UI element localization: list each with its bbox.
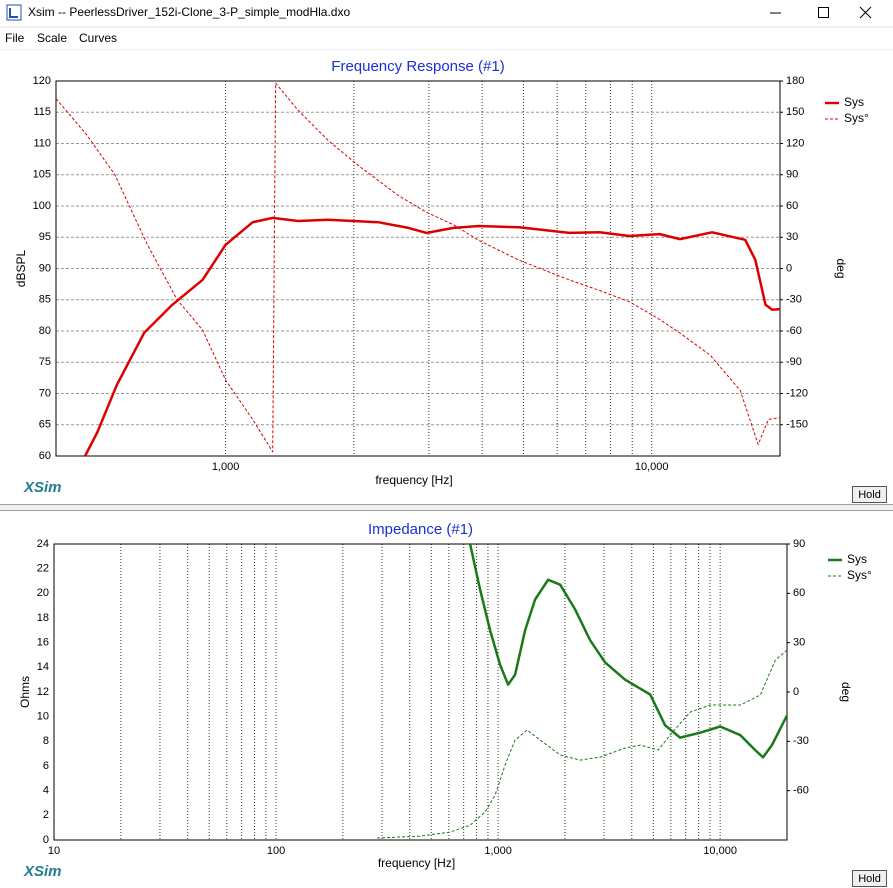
y2-tick-label: -60 bbox=[793, 785, 809, 797]
y-tick-label: 14 bbox=[37, 661, 49, 673]
close-button[interactable] bbox=[859, 6, 872, 19]
x-tick-label: 10 bbox=[48, 845, 60, 857]
y-tick-label: 60 bbox=[39, 450, 51, 462]
y-tick-label: 95 bbox=[39, 231, 51, 243]
hold-button[interactable] bbox=[852, 870, 887, 887]
y-tick-label: 110 bbox=[33, 137, 51, 149]
y-tick-label: 20 bbox=[37, 587, 49, 599]
top-panel bbox=[0, 50, 893, 504]
y2-axis-label: deg bbox=[839, 682, 853, 702]
y-tick-label: 65 bbox=[39, 419, 51, 431]
y2-tick-label: -150 bbox=[786, 419, 808, 431]
y-tick-label: 16 bbox=[37, 637, 49, 649]
logo: XSim bbox=[23, 863, 62, 880]
hold-button[interactable] bbox=[852, 486, 887, 503]
y2-axis-label: deg bbox=[834, 258, 848, 278]
menu-bar bbox=[0, 28, 893, 49]
y2-tick-label: 90 bbox=[786, 169, 798, 181]
y2-tick-label: 180 bbox=[786, 75, 804, 87]
logo: XSim bbox=[23, 479, 62, 496]
menu-curves[interactable]: Curves bbox=[79, 31, 117, 45]
plot-area bbox=[377, 544, 787, 839]
y2-tick-label: -60 bbox=[786, 325, 802, 337]
y-tick-label: 90 bbox=[39, 262, 51, 274]
y2-tick-label: 30 bbox=[786, 231, 798, 243]
hold-button-label[interactable]: Hold bbox=[858, 489, 881, 501]
y2-tick-label: 60 bbox=[793, 587, 805, 599]
legend-label: Sys° bbox=[844, 111, 869, 125]
y2-tick-label: 0 bbox=[786, 262, 792, 274]
menu-scale[interactable]: Scale bbox=[37, 31, 67, 45]
series-line bbox=[468, 544, 787, 759]
y-tick-label: 100 bbox=[33, 200, 51, 212]
series-line bbox=[56, 82, 780, 453]
window-title: Xsim -- PeerlessDriver_152i-Clone_3-P_si… bbox=[28, 5, 350, 19]
x-tick-label: 1,000 bbox=[484, 845, 512, 857]
y-tick-label: 12 bbox=[37, 686, 49, 698]
y-tick-label: 18 bbox=[37, 612, 49, 624]
legend-label: Sys bbox=[844, 95, 864, 109]
y2-tick-label: 60 bbox=[786, 200, 798, 212]
y-tick-label: 2 bbox=[43, 809, 49, 821]
app-icon-glyph bbox=[9, 8, 18, 18]
y-tick-label: 10 bbox=[37, 711, 49, 723]
y2-tick-label: -120 bbox=[786, 387, 808, 399]
chart-title: Impedance (#1) bbox=[368, 521, 473, 538]
series-line bbox=[377, 649, 787, 839]
y2-tick-label: -30 bbox=[786, 294, 802, 306]
x-axis-label: frequency [Hz] bbox=[375, 473, 452, 487]
y-tick-label: 120 bbox=[33, 75, 51, 87]
series-line bbox=[83, 216, 780, 456]
x-tick-label: 1,000 bbox=[212, 461, 240, 473]
plot-area bbox=[56, 82, 780, 456]
maximize-button[interactable] bbox=[818, 7, 829, 18]
y-tick-label: 0 bbox=[43, 834, 49, 846]
y-tick-label: 6 bbox=[43, 760, 49, 772]
y-tick-label: 70 bbox=[39, 387, 51, 399]
y-tick-label: 24 bbox=[37, 538, 49, 550]
y-tick-label: 4 bbox=[43, 785, 49, 797]
y2-tick-label: 0 bbox=[793, 686, 799, 698]
hold-button-label[interactable]: Hold bbox=[858, 873, 881, 885]
y2-tick-label: 90 bbox=[793, 538, 805, 550]
x-axis-label: frequency [Hz] bbox=[378, 856, 455, 870]
x-tick-label: 10,000 bbox=[635, 461, 669, 473]
title-bar bbox=[0, 0, 893, 26]
y2-tick-label: -90 bbox=[786, 356, 802, 368]
y-axis-label: dBSPL bbox=[14, 249, 28, 287]
y-tick-label: 85 bbox=[39, 294, 51, 306]
legend-label: Sys° bbox=[847, 568, 872, 582]
x-tick-label: 10,000 bbox=[703, 845, 737, 857]
y2-tick-label: 120 bbox=[786, 137, 804, 149]
y2-tick-label: 150 bbox=[786, 106, 804, 118]
y-tick-label: 115 bbox=[33, 106, 51, 118]
y-tick-label: 105 bbox=[33, 169, 51, 181]
chart-title: Frequency Response (#1) bbox=[331, 58, 504, 75]
x-tick-label: 100 bbox=[267, 845, 285, 857]
y-tick-label: 80 bbox=[39, 325, 51, 337]
y-axis-label: Ohms bbox=[18, 676, 32, 708]
y2-tick-label: 30 bbox=[793, 637, 805, 649]
y2-tick-label: -30 bbox=[793, 735, 809, 747]
legend-label: Sys bbox=[847, 552, 867, 566]
menu-file[interactable]: File bbox=[5, 31, 25, 45]
plot-frame bbox=[53, 543, 788, 841]
y-tick-label: 22 bbox=[37, 563, 49, 575]
y-tick-label: 8 bbox=[43, 735, 49, 747]
bottom-panel bbox=[0, 511, 893, 888]
plot-frame bbox=[55, 80, 781, 457]
y-tick-label: 75 bbox=[39, 356, 51, 368]
